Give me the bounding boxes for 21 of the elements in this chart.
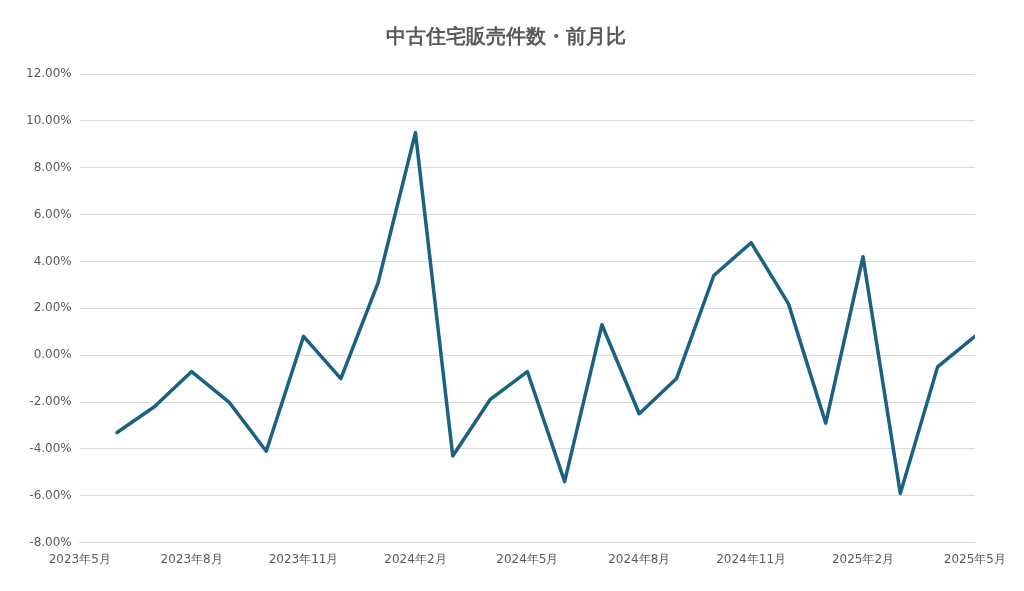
x-tick-label: 2023年8月 (160, 551, 223, 566)
x-tick-label: 2025年5月 (943, 551, 1007, 566)
x-tick-label: 2023年11月 (268, 551, 339, 566)
chart-title: 中古住宅販売件数・前月比 (386, 24, 626, 49)
y-tick-label: 2.00% (33, 300, 72, 315)
y-tick-label: -4.00% (29, 441, 72, 456)
y-tick-label: -2.00% (29, 394, 72, 409)
y-tick-label: -6.00% (29, 487, 72, 502)
x-tick-label: 2025年2月 (831, 551, 895, 566)
y-tick-label: 6.00% (33, 206, 72, 221)
y-tick-label: 10.00% (25, 112, 72, 127)
x-tick-label: 2023年5月 (48, 551, 111, 566)
x-tick-label: 2024年5月 (496, 551, 559, 566)
y-tick-label: -8.00% (29, 534, 72, 549)
y-tick-label: 12.00% (25, 66, 72, 81)
x-tick-label: 2024年2月 (384, 551, 447, 566)
x-tick-label: 2024年11月 (716, 551, 787, 566)
y-tick-label: 8.00% (33, 159, 72, 174)
x-tick-label: 2024年8月 (608, 551, 671, 566)
y-tick-label: 0.00% (33, 347, 72, 362)
y-tick-label: 4.00% (33, 253, 72, 268)
